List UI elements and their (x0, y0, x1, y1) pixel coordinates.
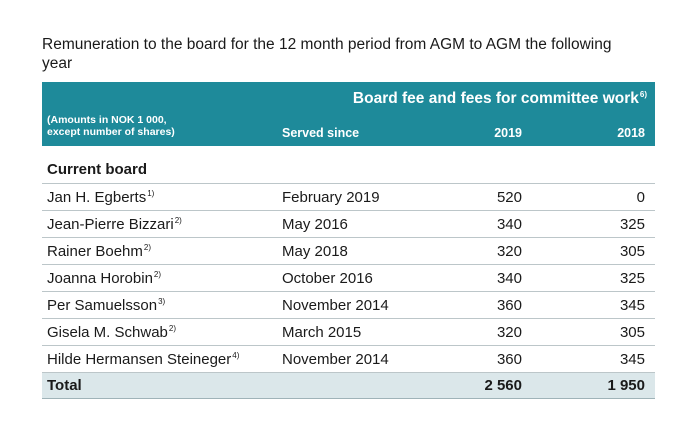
amounts-unit-note-line2: except number of shares) (47, 126, 175, 138)
table-row: Gisela M. Schwab2) March 2015 320 305 (42, 319, 655, 346)
member-name: Per Samuelsson3) (47, 297, 165, 314)
member-name: Rainer Boehm2) (47, 243, 151, 260)
member-footnote: 3) (158, 297, 166, 306)
fee-2019-value: 340 (496, 216, 522, 233)
table-caption: Remuneration to the board for the 12 mon… (42, 36, 612, 72)
member-name-text: Hilde Hermansen Steineger (47, 351, 232, 368)
year-2018-header: 2018 (617, 126, 645, 140)
member-name: Jean-Pierre Bizzari2) (47, 216, 182, 233)
total-label: Total (47, 377, 82, 394)
served-since-value: February 2019 (282, 189, 380, 206)
member-name: Hilde Hermansen Steineger4) (47, 351, 239, 368)
member-name-text: Gisela M. Schwab (47, 324, 168, 341)
table-row: Jan H. Egberts1) February 2019 520 0 (42, 184, 655, 211)
table-row: Hilde Hermansen Steineger4) November 2014… (42, 346, 655, 373)
year-2019-header: 2019 (494, 126, 522, 140)
member-footnote: 2) (143, 243, 152, 252)
member-name-text: Joanna Horobin (47, 270, 153, 287)
member-name-text: Jean-Pierre Bizzari (47, 216, 174, 233)
member-footnote: 2) (153, 270, 162, 279)
member-footnote: 4) (232, 351, 240, 360)
member-name: Joanna Horobin2) (47, 270, 161, 287)
fee-2018-value: 305 (619, 243, 645, 260)
board-remuneration-table: Board fee and fees for committee work6) … (42, 82, 655, 399)
fee-group-title: Board fee and fees for committee work6) (353, 90, 647, 108)
fee-2019-value: 520 (496, 189, 522, 206)
served-since-value: November 2014 (282, 351, 389, 368)
total-2019: 2 560 (484, 377, 522, 394)
member-name-text: Rainer Boehm (47, 243, 143, 260)
amounts-unit-note-line1: (Amounts in NOK 1 000, (47, 114, 167, 126)
fee-2018-value: 325 (619, 270, 645, 287)
fee-2018-value: 305 (619, 324, 645, 341)
fee-2019-value: 320 (496, 243, 522, 260)
member-footnote: 2) (168, 324, 177, 333)
member-name-text: Per Samuelsson (47, 297, 158, 314)
member-name: Gisela M. Schwab2) (47, 324, 176, 341)
served-since-value: October 2016 (282, 270, 373, 287)
table-header: Board fee and fees for committee work6) … (42, 82, 655, 146)
table-row: Per Samuelsson3) November 2014 360 345 (42, 292, 655, 319)
served-since-value: May 2016 (282, 216, 348, 233)
total-row: Total 2 560 1 950 (42, 373, 655, 399)
fee-2018-value: 345 (619, 297, 645, 314)
fee-2019-value: 320 (496, 324, 522, 341)
table-row: Rainer Boehm2) May 2018 320 305 (42, 238, 655, 265)
served-since-header: Served since (282, 126, 360, 140)
fee-2019-value: 360 (496, 351, 522, 368)
fee-2018-value: 0 (636, 189, 645, 206)
served-since-value: November 2014 (282, 297, 389, 314)
table-body: Jan H. Egberts1) February 2019 520 0 Jean-Pi… (42, 184, 655, 373)
fee-group-title-text: Board fee and fees for committee work (352, 90, 639, 107)
fee-group-footnote: 6) (639, 90, 647, 99)
served-since-value: May 2018 (282, 243, 348, 260)
served-since-value: March 2015 (282, 324, 362, 341)
section-title-current-board: Current board (42, 146, 655, 184)
table-row: Jean-Pierre Bizzari2) May 2016 340 325 (42, 211, 655, 238)
fee-2018-value: 345 (619, 351, 645, 368)
fee-2019-value: 340 (496, 270, 522, 287)
fee-2019-value: 360 (496, 297, 522, 314)
total-2018: 1 950 (607, 377, 645, 394)
member-footnote: 1) (147, 189, 155, 198)
member-name: Jan H. Egberts1) (47, 189, 154, 206)
fee-2018-value: 325 (619, 216, 645, 233)
table-row: Joanna Horobin2) October 2016 340 325 (42, 265, 655, 292)
member-footnote: 2) (174, 216, 182, 225)
amounts-unit-note: (Amounts in NOK 1 000, except number of … (47, 114, 175, 138)
member-name-text: Jan H. Egberts (47, 189, 147, 206)
